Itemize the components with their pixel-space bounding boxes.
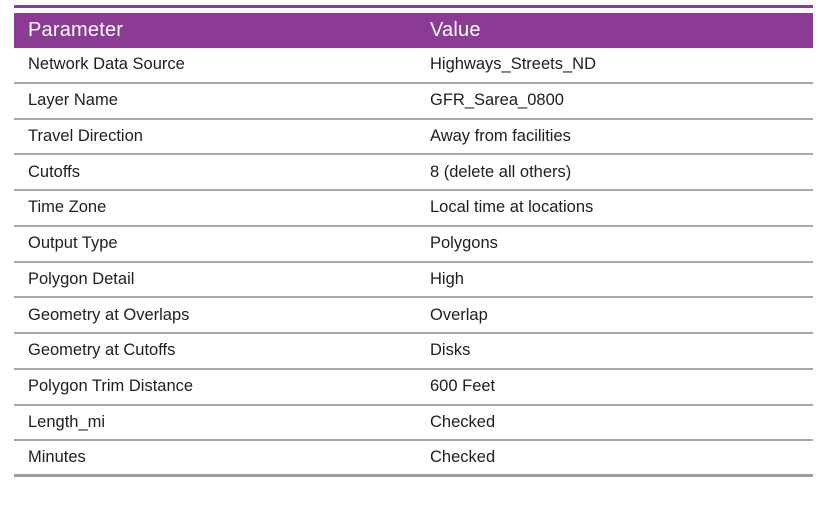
value-cell: Overlap <box>430 305 488 324</box>
parameter-cell: Geometry at Cutoffs <box>28 341 176 360</box>
table-row: Network Data Source Highways_Streets_ND <box>14 48 813 84</box>
parameter-cell: Output Type <box>28 234 118 253</box>
value-cell: GFR_Sarea_0800 <box>430 91 564 110</box>
value-cell: Away from facilities <box>430 126 571 145</box>
table-row: Layer Name GFR_Sarea_0800 <box>14 84 813 120</box>
parameter-cell: Minutes <box>28 448 86 467</box>
parameter-cell: Layer Name <box>28 91 118 110</box>
value-cell: Disks <box>430 341 471 360</box>
table-row: Polygon Trim Distance 600 Feet <box>14 370 813 406</box>
value-cell: Local time at locations <box>430 198 594 217</box>
table-row: Polygon Detail High <box>14 263 813 299</box>
column-header-parameter: Parameter <box>28 19 124 41</box>
value-cell: Polygons <box>430 234 498 253</box>
top-accent-rule <box>14 5 813 8</box>
parameter-cell: Cutoffs <box>28 162 80 181</box>
parameters-table: Parameter Value Network Data Source High… <box>14 13 813 477</box>
table-row: Cutoffs 8 (delete all others) <box>14 155 813 191</box>
value-cell: Checked <box>430 412 496 431</box>
value-cell: 8 (delete all others) <box>430 162 572 181</box>
parameter-cell: Network Data Source <box>28 55 185 74</box>
table-header-row: Parameter Value <box>14 13 813 48</box>
parameter-cell: Time Zone <box>28 198 107 217</box>
parameter-cell: Polygon Detail <box>28 269 135 288</box>
table-row: Geometry at Overlaps Overlap <box>14 298 813 334</box>
table-row: Geometry at Cutoffs Disks <box>14 334 813 370</box>
parameter-cell: Polygon Trim Distance <box>28 377 194 396</box>
value-cell: Checked <box>430 448 496 467</box>
table-row: Travel Direction Away from facilities <box>14 120 813 156</box>
value-cell: High <box>430 269 464 288</box>
column-header-value: Value <box>430 19 481 41</box>
table-row: Time Zone Local time at locations <box>14 191 813 227</box>
parameter-cell: Travel Direction <box>28 126 143 145</box>
parameter-cell: Length_mi <box>28 412 106 431</box>
value-cell: Highways_Streets_ND <box>430 55 596 74</box>
parameter-cell: Geometry at Overlaps <box>28 305 190 324</box>
value-cell: 600 Feet <box>430 377 496 396</box>
table-row: Length_mi Checked <box>14 406 813 442</box>
table-row: Minutes Checked <box>14 441 813 477</box>
table-row: Output Type Polygons <box>14 227 813 263</box>
